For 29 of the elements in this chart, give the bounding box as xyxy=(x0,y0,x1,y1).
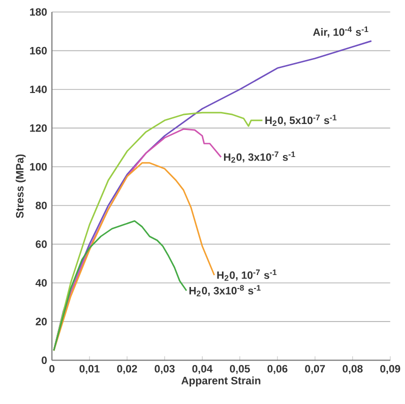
series-label: H$_{2}$0, 3x10$^{-8}$ s$^{-1}$ xyxy=(189,284,261,296)
y-axis-title: Stress (MPa) xyxy=(16,154,26,218)
x-tick-label: 0,05 xyxy=(230,364,250,374)
y-tick-label: 0 xyxy=(42,356,47,364)
y-tick-label: 60 xyxy=(36,240,47,248)
x-tick-label: 0 xyxy=(49,364,54,372)
x-tick-label: 0,03 xyxy=(154,364,175,374)
line-series xyxy=(53,162,216,352)
x-tick-label: 0,07 xyxy=(305,364,325,374)
x-tick-label: 0,02 xyxy=(117,364,138,374)
x-axis-title: Apparent Strain xyxy=(181,376,260,386)
y-tick-label: 160 xyxy=(30,46,47,54)
line-series xyxy=(53,220,188,352)
x-tick-label: 0,09 xyxy=(380,364,400,374)
y-tick-label: 180 xyxy=(30,8,47,16)
x-tick-label: 0,01 xyxy=(80,364,100,374)
y-tick-label: 40 xyxy=(36,279,47,287)
series-label: H$_{2}$0, 10$^{-7}$ s$^{-1}$ xyxy=(217,269,277,281)
series-label: H$_{2}$0, 3x10$^{-7}$ s$^{-1}$ xyxy=(224,151,296,163)
series-label: H$_{2}$0, 5x10$^{-7}$ s$^{-1}$ xyxy=(265,114,336,126)
y-tick-label: 140 xyxy=(30,86,47,94)
x-tick-label: 0,04 xyxy=(192,364,213,374)
y-tick-label: 120 xyxy=(30,124,47,132)
series-label: Air, 10$^{-4}$ s$^{-1}$ xyxy=(313,26,368,38)
x-tick-label: 0,08 xyxy=(342,364,363,374)
y-tick-label: 80 xyxy=(36,202,47,210)
y-tick-label: 100 xyxy=(30,162,47,170)
y-tick-label: 20 xyxy=(36,318,47,326)
x-tick-label: 0,06 xyxy=(267,364,288,374)
